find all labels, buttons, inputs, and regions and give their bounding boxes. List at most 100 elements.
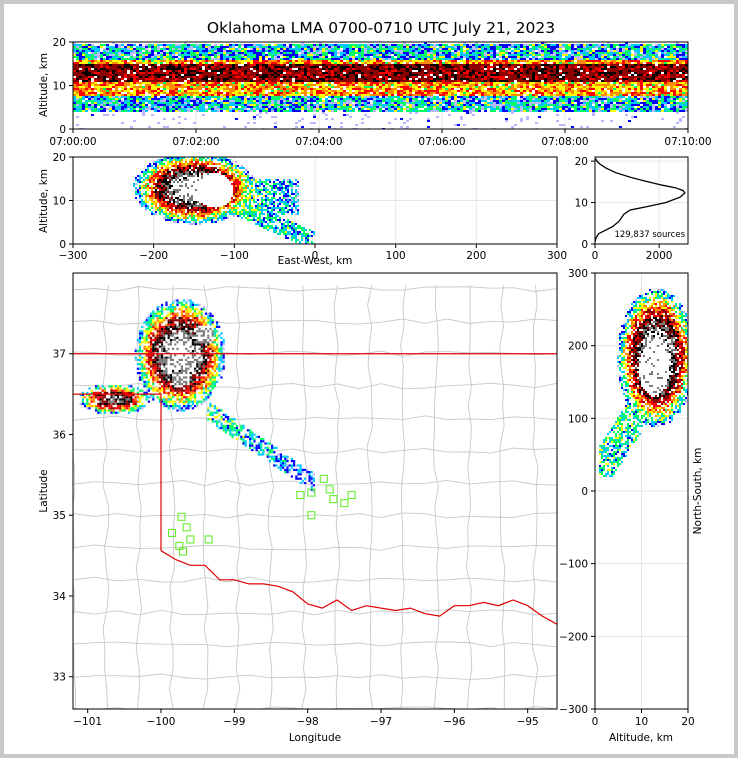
- time-height-cell: [97, 50, 100, 52]
- time-height-cell: [166, 72, 169, 74]
- time-height-cell: [256, 48, 259, 50]
- time-height-cell: [517, 44, 520, 46]
- time-height-cell: [517, 48, 520, 50]
- time-height-cell: [313, 46, 316, 48]
- time-height-cell: [304, 62, 307, 64]
- time-height-cell: [199, 62, 202, 64]
- time-height-cell: [142, 100, 145, 102]
- time-height-cell: [178, 66, 181, 68]
- time-height-cell: [280, 50, 283, 52]
- time-height-cell: [313, 52, 316, 54]
- time-height-cell: [475, 42, 478, 44]
- time-height-cell: [436, 106, 439, 108]
- time-height-cell: [268, 54, 271, 56]
- time-height-cell: [379, 70, 382, 72]
- time-height-cell: [97, 76, 100, 78]
- time-height-cell: [112, 42, 115, 44]
- time-height-cell: [100, 46, 103, 48]
- time-height-cell: [238, 66, 241, 68]
- time-height-cell: [331, 76, 334, 78]
- time-height-cell: [151, 82, 154, 84]
- time-height-cell: [226, 110, 229, 112]
- time-height-cell: [271, 84, 274, 86]
- time-height-cell: [106, 90, 109, 92]
- time-height-cell: [292, 110, 295, 112]
- time-height-cell: [208, 56, 211, 58]
- time-height-cell: [229, 50, 232, 52]
- time-height-cell: [85, 68, 88, 70]
- time-height-cell: [358, 86, 361, 88]
- time-height-cell: [343, 48, 346, 50]
- time-height-cell: [355, 46, 358, 48]
- time-height-cell: [361, 88, 364, 90]
- time-height-cell: [178, 62, 181, 64]
- time-height-cell: [502, 90, 505, 92]
- time-height-cell: [484, 56, 487, 58]
- time-height-cell: [355, 72, 358, 74]
- time-height-cell: [217, 102, 220, 104]
- time-height-cell: [157, 76, 160, 78]
- time-height-cell: [388, 48, 391, 50]
- time-height-cell: [121, 108, 124, 110]
- time-height-cell: [487, 70, 490, 72]
- time-height-cell: [526, 56, 529, 58]
- time-height-cell: [469, 74, 472, 76]
- time-height-cell: [106, 44, 109, 46]
- time-height-cell: [223, 60, 226, 62]
- time-height-cell: [289, 94, 292, 96]
- time-height-cell: [478, 70, 481, 72]
- time-height-cell: [313, 108, 316, 110]
- time-height-cell: [220, 96, 223, 98]
- time-height-cell: [403, 76, 406, 78]
- time-height-cell: [508, 46, 511, 48]
- time-height-cell: [406, 48, 409, 50]
- time-height-cell: [250, 84, 253, 86]
- time-height-cell: [463, 78, 466, 80]
- time-height-cell: [79, 72, 82, 74]
- time-height-cell: [217, 54, 220, 56]
- time-height-cell: [412, 82, 415, 84]
- time-height-cell: [172, 54, 175, 56]
- time-height-cell: [328, 104, 331, 106]
- time-height-cell: [424, 60, 427, 62]
- time-height-cell: [400, 90, 403, 92]
- time-height-cell: [439, 62, 442, 64]
- time-height-cell: [346, 84, 349, 86]
- time-height-cell: [394, 86, 397, 88]
- time-height-cell: [487, 90, 490, 92]
- time-height-cell: [232, 44, 235, 46]
- time-height-cell: [523, 56, 526, 58]
- time-height-cell: [457, 54, 460, 56]
- time-height-cell: [427, 118, 430, 120]
- time-height-cell: [259, 54, 262, 56]
- time-height-cell: [493, 88, 496, 90]
- time-height-cell: [343, 78, 346, 80]
- time-height-cell: [502, 110, 505, 112]
- time-height-cell: [250, 102, 253, 104]
- time-height-cell: [508, 102, 511, 104]
- time-height-cell: [112, 96, 115, 98]
- time-height-cell: [430, 52, 433, 54]
- time-height-cell: [367, 116, 370, 118]
- time-height-cell: [268, 44, 271, 46]
- time-height-cell: [121, 68, 124, 70]
- time-height-cell: [94, 54, 97, 56]
- time-height-cell: [385, 66, 388, 68]
- time-height-cell: [112, 100, 115, 102]
- time-height-cell: [283, 86, 286, 88]
- time-height-cell: [433, 52, 436, 54]
- time-height-cell: [394, 118, 397, 120]
- time-height-cell: [514, 102, 517, 104]
- time-height-cell: [313, 62, 316, 64]
- time-height-cell: [262, 88, 265, 90]
- time-height-cell: [241, 72, 244, 74]
- time-height-cell: [88, 60, 91, 62]
- time-height-cell: [169, 106, 172, 108]
- time-height-cell: [337, 94, 340, 96]
- time-height-cell: [295, 46, 298, 48]
- time-height-cell: [376, 66, 379, 68]
- time-height-cell: [250, 110, 253, 112]
- time-height-cell: [373, 102, 376, 104]
- time-height-cell: [247, 86, 250, 88]
- time-height-cell: [400, 108, 403, 110]
